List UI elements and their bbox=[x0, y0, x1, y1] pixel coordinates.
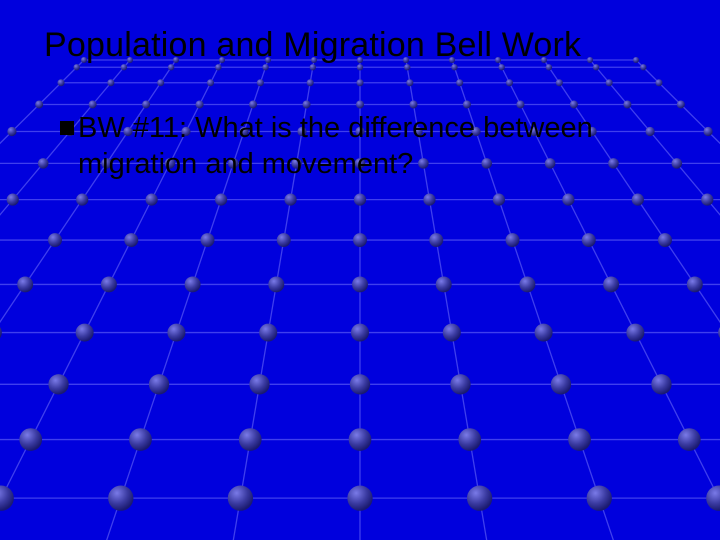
bullet-text: BW #11: What is the difference between m… bbox=[78, 110, 660, 183]
grid-background bbox=[0, 0, 720, 540]
slide-title: Population and Migration Bell Work bbox=[44, 26, 680, 65]
bullet-item: BW #11: What is the difference between m… bbox=[60, 110, 660, 183]
bullet-marker bbox=[60, 121, 74, 135]
slide-body: BW #11: What is the difference between m… bbox=[60, 110, 660, 183]
slide: Population and Migration Bell Work BW #1… bbox=[0, 0, 720, 540]
